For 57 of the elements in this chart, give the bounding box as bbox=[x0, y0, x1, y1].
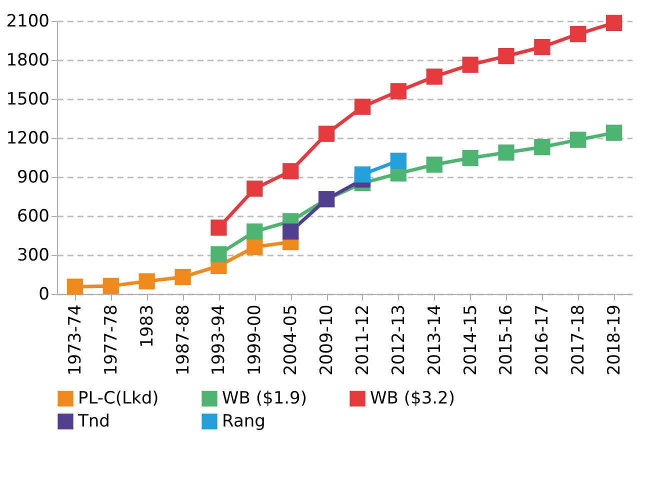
point bbox=[246, 238, 263, 256]
point bbox=[606, 124, 622, 141]
point bbox=[174, 269, 191, 286]
x-tick-label: 2017-18 bbox=[568, 304, 589, 376]
point bbox=[282, 163, 299, 180]
legend-label: Tnd bbox=[77, 412, 110, 432]
y-tick-label: 1200 bbox=[6, 128, 50, 148]
x-tick-label: 1993-94 bbox=[209, 304, 230, 376]
point bbox=[246, 224, 263, 240]
x-tick-label: 2012-13 bbox=[388, 304, 409, 376]
x-tick-label: 2014-15 bbox=[460, 304, 481, 376]
y-tick-label: 1500 bbox=[6, 90, 50, 110]
x-tick-label: 1987-88 bbox=[173, 304, 194, 376]
x-tick-label: 1983 bbox=[137, 304, 158, 348]
y-tick-label: 300 bbox=[17, 246, 50, 266]
point bbox=[498, 144, 514, 161]
point bbox=[390, 152, 406, 169]
point bbox=[426, 68, 442, 85]
x-tick-label: 2009-10 bbox=[317, 304, 338, 376]
point bbox=[138, 273, 155, 290]
point bbox=[66, 278, 84, 295]
x-tick-label: 2015-16 bbox=[496, 304, 517, 376]
y-tick-label: 2100 bbox=[6, 12, 50, 32]
point bbox=[390, 83, 406, 100]
legend-label: WB ($3.2) bbox=[370, 388, 455, 409]
point bbox=[354, 166, 371, 182]
point bbox=[570, 26, 586, 42]
point bbox=[246, 180, 263, 197]
point bbox=[462, 56, 478, 73]
point bbox=[282, 224, 299, 240]
x-tick-label: 1999-00 bbox=[245, 304, 266, 376]
point bbox=[570, 132, 586, 148]
point bbox=[102, 278, 119, 294]
x-tick-label: 2018-19 bbox=[604, 304, 625, 376]
x-tick-label: 1977-78 bbox=[101, 304, 122, 376]
point bbox=[498, 48, 514, 64]
point bbox=[606, 14, 622, 32]
y-tick-label: 900 bbox=[17, 168, 50, 188]
point bbox=[354, 98, 371, 115]
y-tick-label: 600 bbox=[17, 206, 50, 226]
x-tick-label: 1973-74 bbox=[65, 304, 86, 376]
legend-label: Rang bbox=[222, 412, 266, 432]
x-tick-label: 2011-12 bbox=[352, 304, 373, 376]
x-tick-label: 2004-05 bbox=[281, 304, 302, 376]
x-tick-label: 2016-17 bbox=[532, 304, 553, 376]
y-tick-label: 0 bbox=[38, 284, 50, 304]
point bbox=[210, 246, 227, 262]
point bbox=[462, 150, 478, 166]
point bbox=[426, 156, 442, 173]
point bbox=[534, 139, 550, 156]
y-tick-label: 1800 bbox=[6, 50, 50, 70]
point bbox=[534, 38, 550, 56]
legend-label: WB ($1.9) bbox=[222, 388, 307, 409]
x-tick-label: 2013-14 bbox=[424, 304, 445, 376]
point bbox=[318, 126, 335, 142]
point bbox=[210, 220, 227, 236]
legend-label: PL-C(Lkd) bbox=[78, 388, 159, 409]
